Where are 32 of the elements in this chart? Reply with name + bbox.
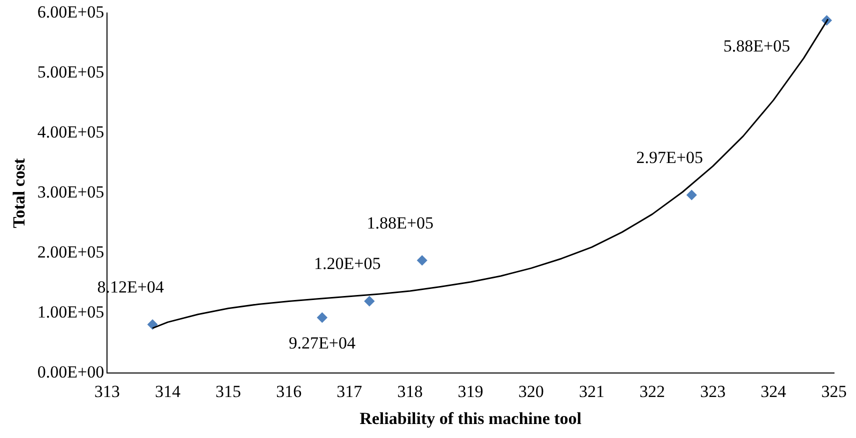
- data-label: 9.27E+04: [288, 334, 356, 353]
- data-label: 2.97E+05: [636, 148, 704, 167]
- y-tick-label: 1.00E+05: [37, 302, 104, 322]
- x-tick-label: 323: [700, 382, 726, 401]
- y-axis-title: Total cost: [10, 158, 29, 228]
- y-tick-label: 3.00E+05: [37, 182, 104, 202]
- x-tick-label: 318: [397, 382, 423, 401]
- x-tick-label: 316: [276, 382, 302, 401]
- y-tick-label: 2.00E+05: [37, 242, 104, 262]
- x-tick-label: 325: [821, 382, 847, 401]
- x-tick-label: 317: [336, 382, 363, 401]
- point: [685, 188, 698, 202]
- x-axis-title: Reliability of this machine tool: [360, 409, 582, 428]
- y-tick-label: 0.00E+00: [37, 362, 104, 382]
- point: [316, 311, 329, 324]
- data-label: 1.20E+05: [314, 254, 381, 274]
- data-label: 5.88E+05: [723, 36, 790, 56]
- y-tick-label: 6.00E+05: [37, 2, 104, 22]
- y-tick-label: 4.00E+05: [37, 122, 104, 142]
- point: [146, 318, 160, 331]
- data-label: 1.88E+05: [366, 213, 434, 232]
- x-tick-label: 320: [518, 382, 544, 401]
- x-tick-label: 313: [94, 382, 120, 401]
- x-tick-label: 321: [578, 382, 604, 401]
- point: [416, 254, 429, 267]
- x-tick-label: 324: [760, 382, 787, 401]
- x-tick-label: 319: [458, 382, 484, 401]
- x-tick-label: 314: [154, 382, 181, 401]
- x-tick-label: 322: [640, 382, 666, 401]
- x-tick-label: 315: [216, 382, 242, 401]
- y-tick-label: 5.00E+05: [37, 62, 104, 82]
- point: [362, 294, 376, 308]
